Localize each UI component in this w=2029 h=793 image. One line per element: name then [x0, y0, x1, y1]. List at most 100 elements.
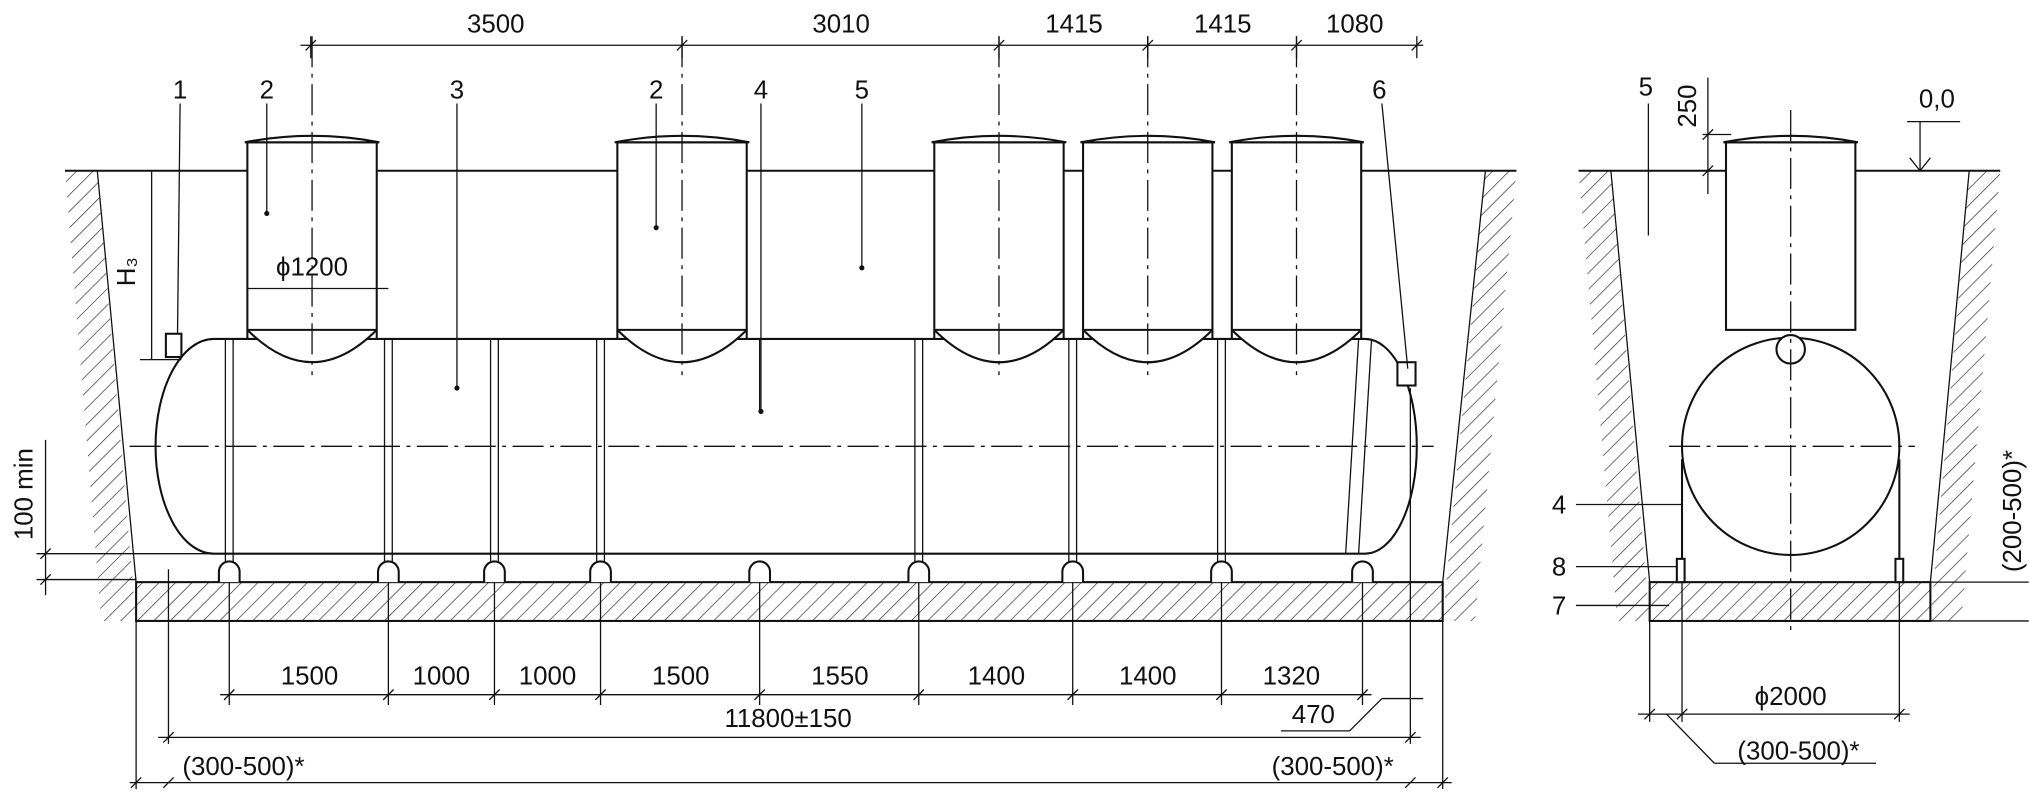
dim-top: 1415	[1194, 10, 1252, 38]
overall-length: 11800±150	[724, 705, 851, 733]
dim-tick	[754, 689, 766, 701]
drawing-rect	[1396, 361, 1417, 387]
side-clearance: (300-500)*	[1272, 753, 1394, 781]
drawing-circle	[758, 408, 764, 414]
front-view: 3500 3010 1415 1415 1080 1 2 3 2 4 5 6 ϕ…	[11, 10, 1517, 790]
drawing-line	[176, 103, 181, 334]
callout: 7	[1552, 592, 1566, 620]
dim-tick	[488, 689, 501, 701]
drawing-line	[1702, 165, 1714, 177]
side-clearance: (300-500)*	[182, 753, 304, 781]
dim-top: 3500	[467, 10, 525, 38]
drawing-line	[39, 573, 52, 586]
callout: 8	[1552, 554, 1566, 582]
dim-tick	[1215, 689, 1228, 701]
dim-tick	[676, 39, 688, 51]
drawing-line	[1676, 708, 1688, 720]
callout: 1	[173, 76, 187, 104]
dim-bottom: 1400	[1119, 662, 1177, 690]
drawing-line	[1404, 731, 1416, 744]
callout: 2	[649, 76, 663, 104]
dim-bottom: 1550	[811, 662, 869, 690]
tank-diameter: ϕ2000	[1755, 683, 1827, 711]
drawing-g	[305, 36, 1423, 59]
callout: 2	[260, 76, 274, 104]
drawing-line	[39, 548, 52, 560]
drawing-line	[1404, 777, 1416, 789]
drawing-rect	[1894, 557, 1905, 584]
drawing-line	[1349, 698, 1383, 732]
drawing-line	[1381, 103, 1409, 369]
callout: 4	[754, 76, 768, 104]
side-view: 5 4 8 7 250 0,0 ϕ2000 (300-500)* (200-50…	[1552, 74, 2029, 765]
drawing-circle	[264, 210, 270, 217]
neck-diameter: ϕ1200	[276, 254, 348, 282]
dim-tick	[382, 689, 395, 701]
foot	[217, 560, 241, 583]
dim-tick	[1411, 39, 1423, 51]
dim-bottom: 1000	[519, 662, 577, 690]
side-clearance: (300-500)*	[1737, 737, 1859, 765]
callout: 6	[1372, 76, 1386, 104]
dim-tick	[1290, 39, 1303, 51]
drawing-line	[1893, 708, 1905, 720]
dim-tick	[223, 689, 235, 701]
dim-bottom: 1320	[1263, 662, 1321, 690]
drawing-polygon	[1442, 170, 1517, 621]
drawing-line	[162, 731, 175, 744]
drawing-circle	[454, 385, 460, 391]
drawing-line	[1644, 708, 1656, 720]
bottom-clearance: (200-500)*	[1999, 450, 2027, 572]
foot	[1351, 560, 1374, 583]
dim-tick	[913, 689, 925, 701]
dim-top: 1080	[1326, 10, 1384, 38]
callout: 5	[1639, 74, 1653, 102]
min-clearance: 100 min	[11, 448, 39, 540]
foot	[376, 560, 400, 583]
dim-bottom: 1000	[413, 662, 471, 690]
foot	[907, 560, 931, 583]
drawing-rect	[135, 581, 1444, 622]
drawing-line	[162, 777, 175, 789]
end-offset: 470	[1292, 701, 1335, 729]
foot	[483, 560, 506, 583]
callout: 3	[450, 76, 464, 104]
drawing-path	[1909, 157, 1931, 172]
dim-tick	[993, 39, 1005, 51]
dim-top: 3010	[812, 10, 870, 38]
dim-tick	[1356, 689, 1369, 701]
foot	[1061, 560, 1085, 583]
dim-tick	[1067, 689, 1079, 701]
dim-tick	[594, 689, 607, 701]
dim-tick	[1142, 39, 1154, 51]
cover-depth: 250	[1674, 85, 1702, 128]
drawing-g	[223, 582, 1369, 706]
drawing-line	[1437, 777, 1449, 789]
dim-bottom: 1500	[652, 662, 710, 690]
drawing-circle	[859, 265, 865, 271]
foot	[748, 560, 772, 583]
callout: 4	[1552, 492, 1566, 520]
foot	[1210, 560, 1233, 583]
dim-bottom: 1500	[281, 662, 339, 690]
drawing-g	[217, 338, 1374, 583]
drawing-polygon	[1578, 170, 1650, 621]
drawing-g	[244, 36, 1364, 376]
dim-bottom: 1400	[968, 662, 1026, 690]
drawing-circle	[653, 225, 659, 231]
ground-level: 0,0	[1919, 85, 1955, 113]
foot	[589, 560, 612, 583]
drawing-line	[130, 777, 142, 789]
drawing-polygon	[1930, 170, 2001, 621]
drawing-polygon	[64, 170, 137, 621]
depth-label: H₃	[113, 257, 141, 286]
drawing-rect	[1675, 557, 1686, 584]
drawing-line	[1666, 713, 1715, 764]
callout: 5	[855, 76, 869, 104]
dim-top: 1415	[1045, 10, 1103, 38]
drawing-line	[1702, 128, 1714, 141]
dim-tick	[305, 39, 317, 51]
drawing-rect	[164, 332, 183, 359]
